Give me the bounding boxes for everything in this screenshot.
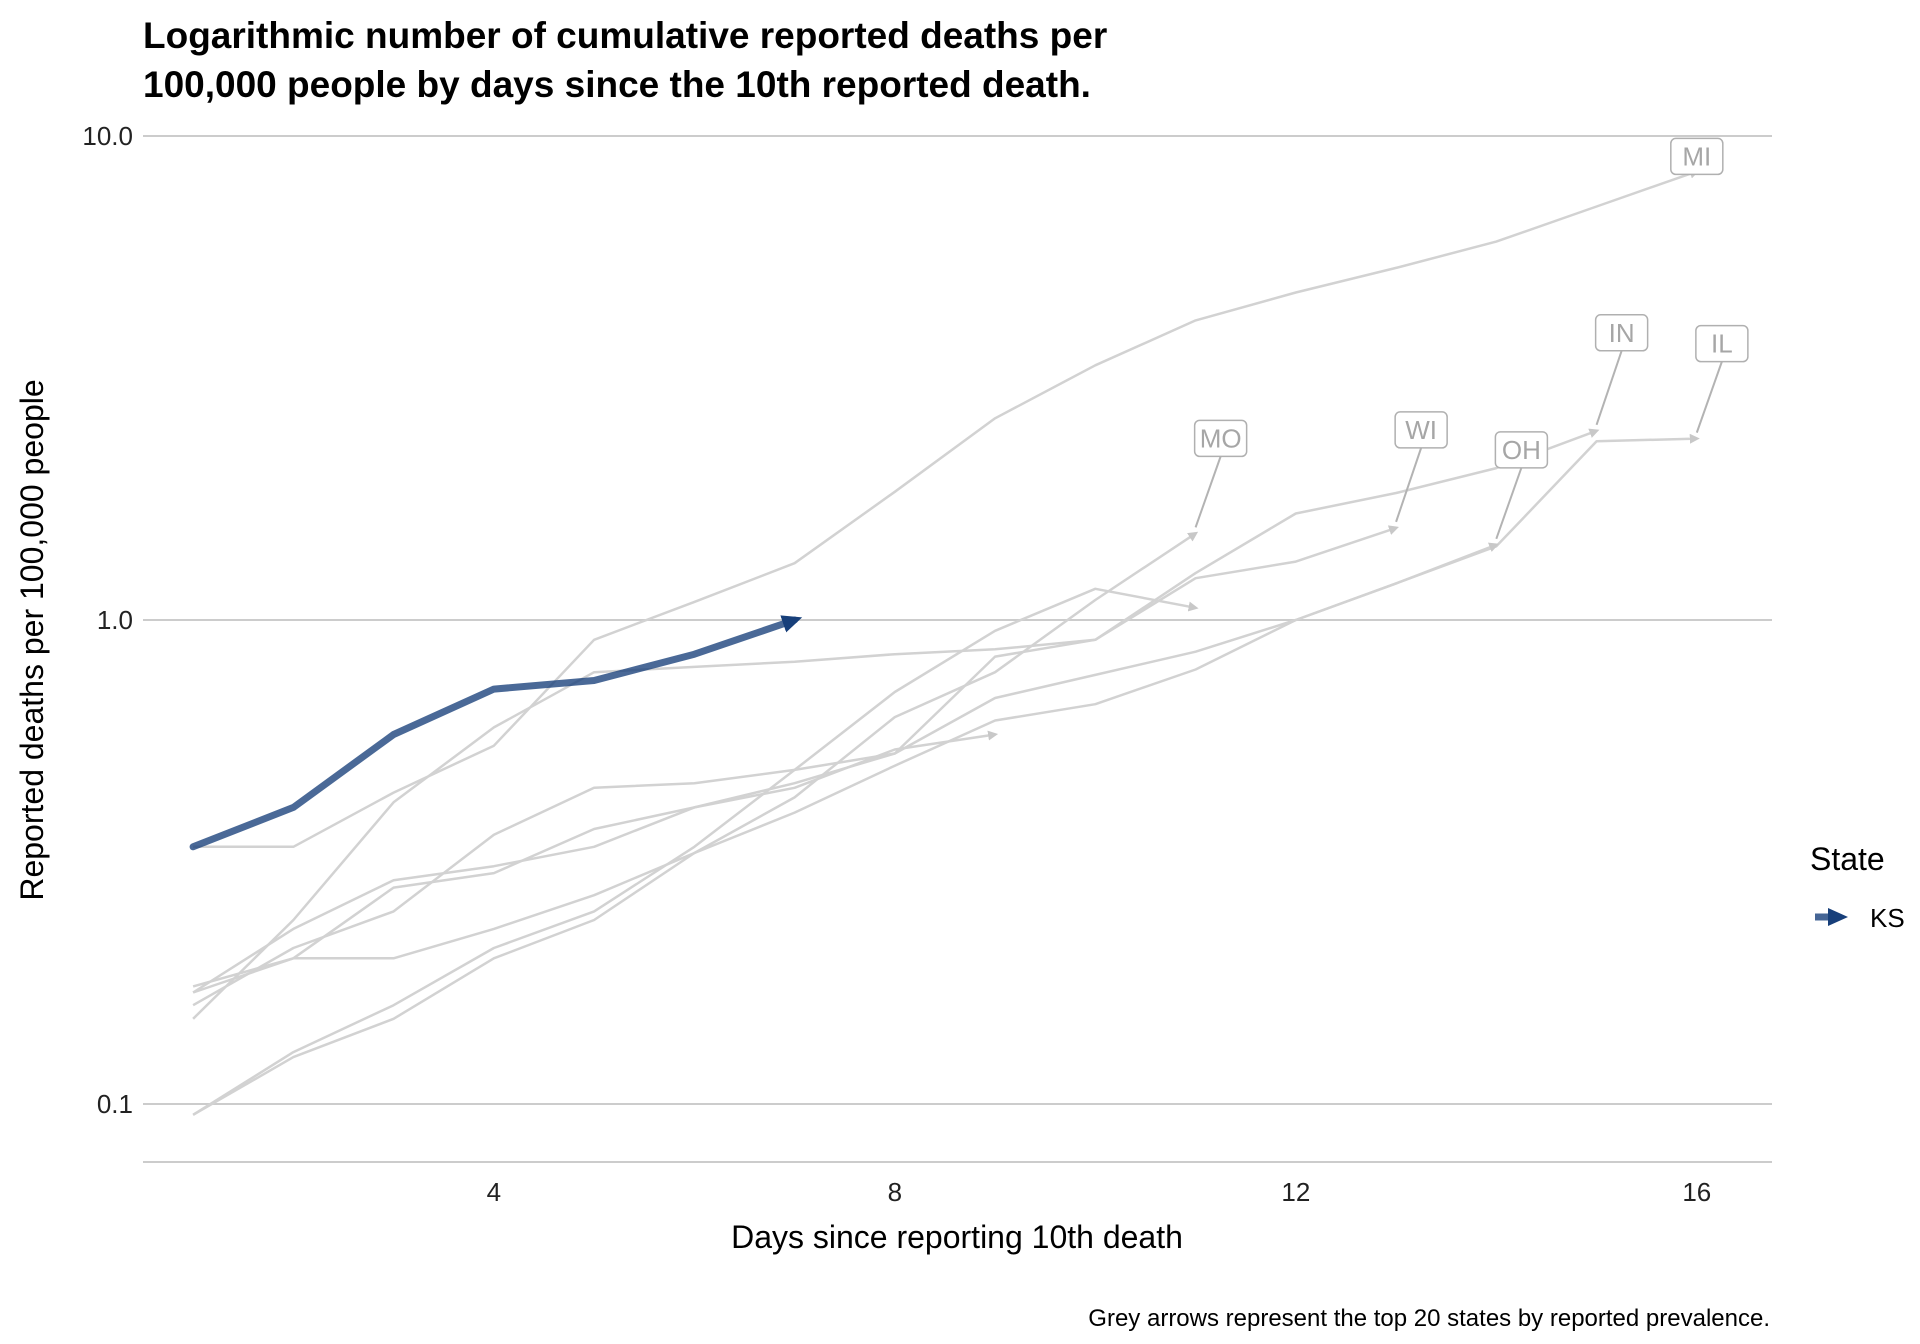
series-line-il [192,433,1700,994]
label-leader-il [1695,361,1723,433]
series-line-unlabeled [192,587,1199,1116]
state-label-mo: MO [1200,423,1242,453]
series-line-mi [193,168,1700,849]
state-label-box-il [1695,324,1749,363]
x-tick-label: 4 [487,1177,501,1207]
label-leader-oh [1495,467,1523,540]
legend-ks-label: KS [1870,903,1905,933]
state-label-oh: OH [1502,435,1541,465]
label-leader-mo [1194,456,1222,528]
y-axis-title: Reported deaths per 100,000 people [14,379,50,900]
series-line-wi [192,525,1399,1007]
series-lines [189,168,1700,1116]
y-tick-label: 1.0 [97,605,133,635]
legend-title: State [1810,841,1885,877]
series-line-unlabeled [192,730,999,994]
state-label-box-mo [1193,419,1248,458]
x-tick-label: 12 [1281,1177,1310,1207]
x-tick-label: 16 [1682,1177,1711,1207]
y-tick-label: 10.0 [82,121,133,151]
state-label-mi: MI [1682,141,1711,171]
series-line-ks [189,615,803,851]
series-line-oh [192,542,1500,988]
gridlines [143,135,1772,1105]
x-axis-title: Days since reporting 10th death [731,1219,1183,1255]
y-axis-ticks: 0.1 1.0 10.0 [82,121,133,1119]
x-tick-label: 8 [888,1177,902,1207]
state-label-in: IN [1609,318,1635,348]
state-label-wi: WI [1405,415,1437,445]
legend-item-ks: KS [1815,903,1905,933]
label-leader-wi [1395,447,1423,523]
state-label-box-wi [1394,411,1448,449]
chart-title-line-1: Logarithmic number of cumulative reporte… [143,15,1107,56]
state-label-il: IL [1711,329,1733,359]
chart-caption: Grey arrows represent the top 20 states … [1088,1305,1770,1332]
chart-title-line-2: 100,000 people by days since the 10th re… [143,64,1091,105]
state-label-box-oh [1494,431,1549,469]
series-line-mo [192,531,1199,1116]
state-label-box-in [1594,314,1649,352]
series-line-in [192,428,1600,1020]
y-tick-label: 0.1 [97,1089,133,1119]
state-labels: MI IN IL OH WI MO [1193,137,1749,540]
label-leader-in [1595,350,1623,426]
x-axis-ticks: 4 8 12 16 [487,1177,1712,1207]
state-label-box-mi [1670,137,1724,176]
